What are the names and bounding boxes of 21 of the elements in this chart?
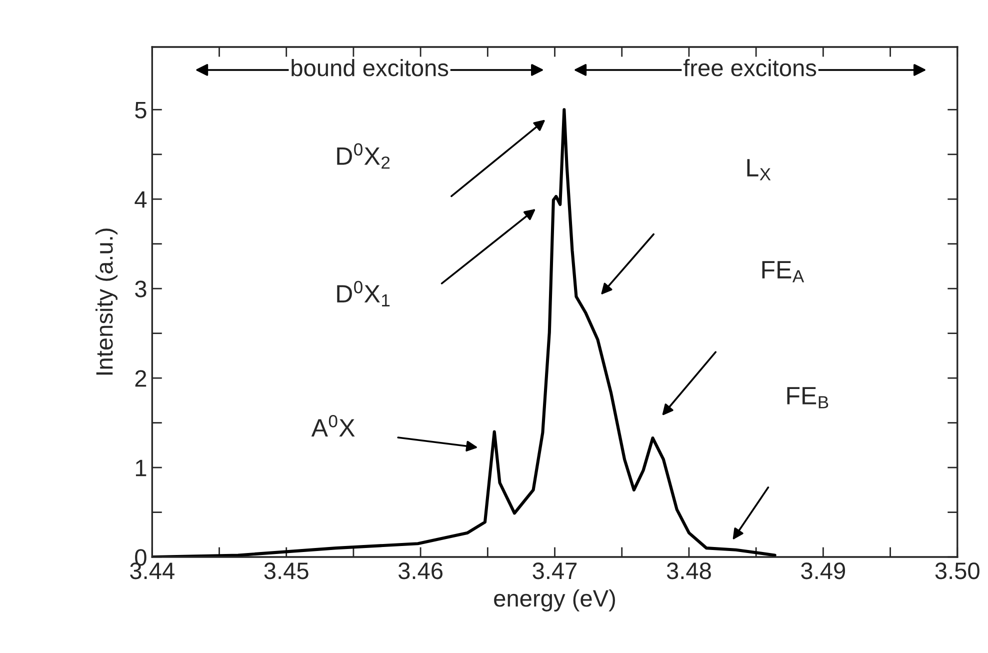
annotation: bound excitons (292, 58, 448, 76)
y-tick-label: 4 (134, 191, 147, 208)
annotation: A$^{0}$X (311, 414, 355, 436)
y-tick-label: 5 (135, 102, 146, 118)
x-tick-label: 3.46 (398, 562, 442, 580)
x-tick-label: 3.48 (666, 562, 711, 580)
x-tick-label: 3.47 (532, 562, 577, 580)
annotation: FE$_{B}$ (787, 387, 828, 408)
annotation: FE$_{A}$ (762, 261, 804, 282)
annotation: D$^{0}$X$_{2}$ (337, 143, 390, 169)
x-axis-title: energy (eV) (494, 589, 615, 612)
y-axis-title: Intensity (a.u.) (95, 228, 118, 375)
text: 3.50 (935, 562, 980, 580)
annotation: L$_{X}$ (747, 159, 771, 180)
y-tick-label: 2 (135, 370, 146, 387)
annotation: free excitons (683, 58, 816, 76)
annotation: D$^{0}$X$_{1}$ (337, 280, 390, 306)
y-tick-label: 1 (136, 460, 146, 476)
x-tick-label: 3.49 (801, 562, 846, 580)
y-tick-label: 3 (135, 280, 146, 298)
x-tick-label: 3.45 (264, 562, 308, 580)
